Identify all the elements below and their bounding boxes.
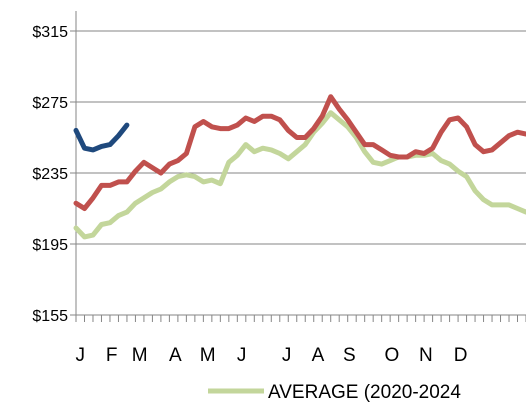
series-line-1: [76, 113, 526, 237]
month-label: A: [169, 345, 182, 366]
month-label: F: [106, 345, 118, 366]
series-line-3: [76, 125, 127, 150]
y-tick-label: $235: [32, 166, 68, 183]
series-line-2: [76, 97, 526, 209]
legend: AVERAGE (2020-2024: [208, 382, 461, 403]
month-label: N: [419, 345, 433, 366]
series-lines: [76, 97, 526, 237]
y-tick-label: $315: [32, 24, 68, 41]
month-label: O: [384, 345, 399, 366]
y-axis: $155 $195 $235 $275 $315: [32, 11, 76, 325]
legend-label: AVERAGE (2020-2024: [268, 382, 461, 403]
y-tick-label: $155: [32, 308, 68, 325]
month-label: J: [237, 345, 247, 366]
month-label: M: [200, 345, 216, 366]
month-label: A: [312, 345, 325, 366]
month-label: M: [132, 345, 148, 366]
y-tick-label: $195: [32, 237, 68, 254]
month-label: J: [75, 345, 85, 366]
y-tick-label: $275: [32, 95, 68, 112]
month-label: S: [343, 345, 356, 366]
month-label: D: [454, 345, 468, 366]
month-label: J: [282, 345, 292, 366]
